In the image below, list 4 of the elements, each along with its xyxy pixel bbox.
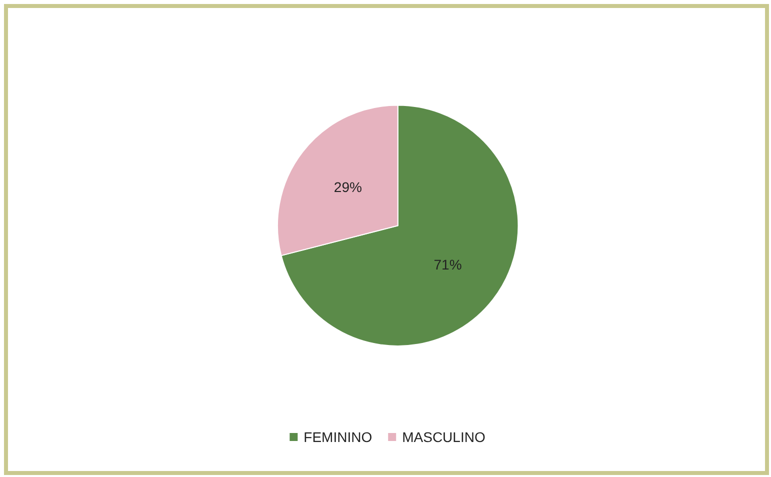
data-label: 29% (334, 178, 362, 195)
legend-label: FEMININO (304, 429, 372, 445)
data-label: 71% (434, 256, 462, 272)
legend-label: MASCULINO (402, 429, 486, 445)
